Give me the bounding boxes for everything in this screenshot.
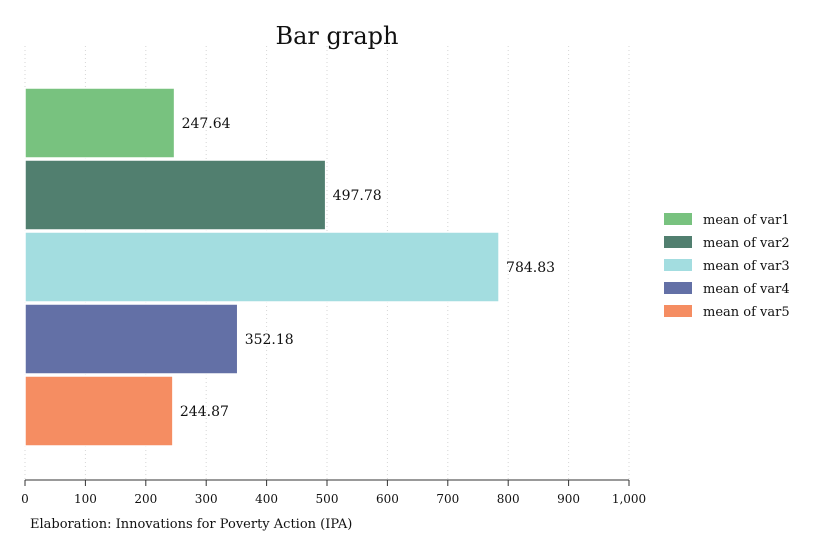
x-tick-label-3: 300 (195, 492, 218, 506)
value-label-var1: 247.64 (182, 116, 231, 132)
legend-label-var1: mean of var1 (703, 213, 790, 228)
x-tick-label-5: 500 (316, 492, 339, 506)
legend-swatch-var2 (664, 236, 692, 248)
bar-var5 (24, 375, 174, 447)
legend-swatch-var3 (664, 259, 692, 271)
x-tick-label-7: 700 (436, 492, 459, 506)
value-label-var2: 497.78 (333, 188, 382, 204)
x-tick-label-10: 1,000 (612, 492, 646, 506)
bars-layer: 247.64 497.78 784.83 352.18 244.87 (24, 87, 555, 447)
legend: mean of var1 mean of var2 mean of var3 mean… (664, 213, 790, 320)
bar-var2 (24, 159, 327, 231)
x-tick-label-0: 0 (21, 492, 29, 506)
legend-label-var5: mean of var5 (703, 305, 790, 320)
x-tick-label-4: 400 (255, 492, 278, 506)
legend-label-var4: mean of var4 (703, 282, 790, 297)
x-tick-label-8: 800 (497, 492, 520, 506)
x-tick-label-9: 900 (557, 492, 580, 506)
x-tick-label-2: 200 (134, 492, 157, 506)
chart-title: Bar graph (275, 22, 398, 50)
x-tick-label-6: 600 (376, 492, 399, 506)
value-label-var5: 244.87 (180, 404, 229, 420)
x-tick-label-1: 100 (74, 492, 97, 506)
chart-note: Elaboration: Innovations for Poverty Act… (30, 517, 352, 532)
bar-var1 (24, 87, 176, 159)
legend-swatch-var1 (664, 213, 692, 225)
value-label-var4: 352.18 (245, 332, 294, 348)
legend-label-var3: mean of var3 (703, 259, 790, 274)
x-axis: 0 100 200 300 400 500 600 700 800 900 1,000 (21, 479, 646, 506)
legend-swatch-var5 (664, 305, 692, 317)
legend-label-var2: mean of var2 (703, 236, 790, 251)
bar-var3 (24, 231, 500, 303)
value-label-var3: 784.83 (506, 260, 555, 276)
bar-var4 (24, 303, 239, 375)
legend-swatch-var4 (664, 282, 692, 294)
